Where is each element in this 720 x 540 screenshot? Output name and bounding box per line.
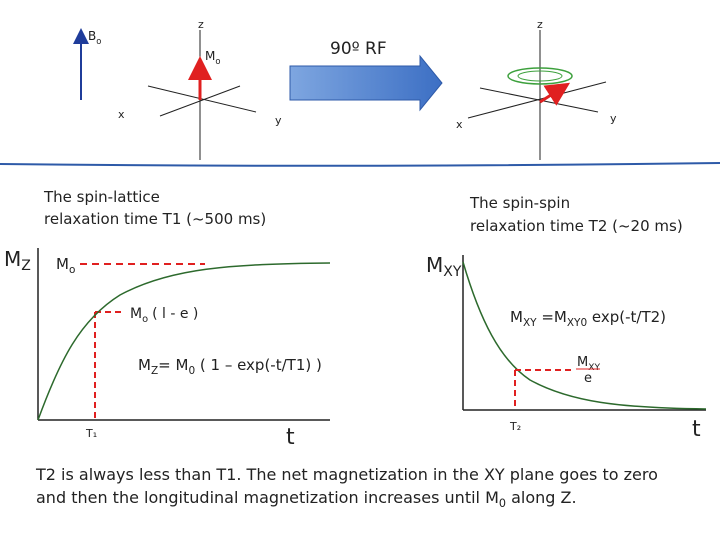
- eq-sub: XY: [523, 317, 537, 329]
- eq-part: exp(-t/T2): [587, 308, 666, 326]
- summary-part: and then the longitudinal magnetization …: [36, 488, 499, 507]
- rf-arrow: [289, 54, 443, 112]
- y-label: y: [610, 112, 617, 125]
- t1-point-label: Mo ( l - e ): [130, 306, 198, 325]
- t2-point-num: MXY: [577, 355, 600, 373]
- arrow-label: 90º RF: [330, 39, 387, 59]
- eq-part: =M: [537, 308, 567, 326]
- t1-axis-label: MZ: [4, 247, 31, 274]
- precession-ellipse: [517, 70, 563, 82]
- t2-x-label: t: [692, 417, 701, 442]
- m0-main: M: [205, 49, 215, 63]
- axis-main: M: [4, 247, 21, 271]
- eq-sub: XY0: [567, 317, 587, 329]
- right-axes: [467, 30, 607, 160]
- t2-equation: MXY =MXY0 exp(-t/T2): [510, 308, 666, 329]
- y-axis: [159, 85, 241, 117]
- x-label: x: [118, 108, 125, 121]
- axis-sub: XY: [443, 264, 462, 280]
- precession-ellipse: [507, 67, 573, 85]
- eq-part: ( 1 – exp(-t/T1) ): [195, 356, 322, 374]
- x-axis: [479, 87, 599, 113]
- x-axis: [147, 85, 257, 113]
- axis-main: M: [426, 253, 443, 277]
- b0-main: B: [88, 29, 96, 43]
- t1-x-label: t: [286, 425, 295, 450]
- label-main: M: [130, 306, 142, 322]
- z-label: z: [537, 18, 543, 31]
- z-label: z: [198, 18, 204, 31]
- t2-axis-label: MXY: [426, 253, 462, 280]
- label-main: M: [56, 255, 69, 273]
- t1-tick: T₁: [85, 427, 97, 440]
- t2-tick: T₂: [509, 420, 521, 433]
- t2-caption: The spin-spin: [469, 194, 570, 212]
- t2-caption: relaxation time T2 (~20 ms): [470, 217, 683, 235]
- m-arrow: [539, 82, 571, 106]
- label-rest: ( l - e ): [152, 306, 198, 322]
- b0-label: Bo: [88, 29, 101, 46]
- m0-label: Mo: [205, 49, 220, 66]
- summary-line: T2 is always less than T1. The net magne…: [35, 465, 658, 484]
- label-sub: o: [142, 314, 148, 325]
- label-main: M: [577, 355, 588, 370]
- t1-level-label: Mo: [56, 255, 75, 276]
- label-sub: o: [69, 264, 75, 276]
- y-axis: [467, 81, 607, 119]
- eq-part: M: [138, 356, 151, 374]
- axis-sub: Z: [21, 258, 31, 274]
- t1-caption: The spin-lattice: [43, 188, 160, 206]
- t1-equation: MZ= M0 ( 1 – exp(-t/T1) ): [138, 356, 322, 377]
- x-label: x: [456, 118, 463, 131]
- y-label: y: [275, 114, 282, 127]
- separator: [0, 162, 720, 167]
- summary-line: and then the longitudinal magnetization …: [36, 488, 577, 510]
- label-sub: XY: [588, 363, 600, 373]
- m0-sub: o: [215, 56, 220, 66]
- t1-caption: relaxation time T1 (~500 ms): [44, 210, 266, 228]
- eq-part: M: [510, 308, 523, 326]
- eq-sub: 0: [188, 365, 195, 377]
- t2-point-den: e: [584, 371, 592, 386]
- t1-curve: [37, 262, 331, 421]
- summary-sub: 0: [499, 497, 506, 510]
- t2-curve: [462, 261, 707, 410]
- b0-sub: o: [96, 36, 101, 46]
- eq-sub: Z: [151, 365, 158, 377]
- summary-part: along Z.: [506, 488, 577, 507]
- left-axes: [147, 30, 257, 160]
- eq-part: = M: [158, 356, 188, 374]
